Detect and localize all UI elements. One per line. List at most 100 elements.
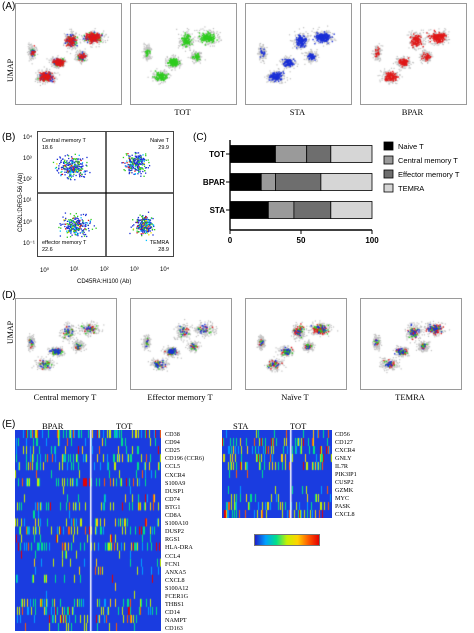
gene-label: CCL4	[165, 552, 181, 560]
flow-event	[141, 160, 143, 162]
flow-event	[139, 227, 142, 229]
umap-plot-d1	[15, 298, 117, 390]
flow-event	[73, 158, 75, 160]
flow-event	[146, 227, 148, 229]
flow-event	[64, 169, 66, 171]
flow-x-tick: 10¹	[70, 267, 79, 273]
flow-event	[81, 162, 84, 164]
gene-label: S100A9	[165, 479, 186, 487]
flow-event	[141, 221, 143, 223]
flow-event	[142, 154, 144, 156]
flow-event	[145, 167, 148, 169]
flow-event	[65, 166, 67, 168]
flow-event	[138, 219, 140, 221]
flow-event	[75, 159, 77, 161]
flow-event	[139, 225, 141, 227]
flow-event	[83, 229, 85, 231]
flow-event	[147, 211, 150, 213]
heatmap-colorbar	[254, 534, 320, 546]
flow-event	[85, 225, 87, 227]
flow-event	[63, 162, 65, 164]
flow-event	[147, 167, 149, 169]
flow-event	[71, 219, 73, 222]
flow-event	[76, 226, 79, 229]
heatmap-left	[15, 430, 161, 631]
flow-event	[68, 170, 70, 172]
flow-event	[58, 172, 60, 174]
flow-event	[72, 222, 74, 224]
flow-event	[54, 167, 57, 169]
flow-event	[141, 164, 144, 166]
y-tick-label: TOT	[209, 150, 225, 159]
flow-event	[62, 216, 64, 218]
flow-event	[141, 167, 143, 169]
flow-event	[70, 221, 72, 223]
flow-event	[56, 158, 59, 161]
flow-event	[80, 223, 82, 226]
flow-event	[128, 157, 130, 159]
flow-event	[76, 222, 79, 224]
flow-event	[145, 222, 147, 224]
flow-event	[81, 235, 83, 238]
flow-event	[140, 175, 142, 177]
flow-event	[84, 224, 86, 226]
flow-event	[139, 156, 142, 158]
gene-label: CCL5	[165, 463, 181, 471]
flow-event	[127, 163, 129, 166]
heatmap-left-group-1: BPAR	[42, 421, 64, 431]
flow-event	[143, 163, 145, 165]
flow-event	[129, 159, 131, 162]
flow-event	[65, 218, 67, 220]
umap-axis-label-d: UMAP	[6, 320, 15, 344]
flow-event	[68, 222, 71, 224]
flow-event	[139, 171, 141, 173]
flow-event	[78, 168, 80, 170]
flow-event	[138, 165, 140, 167]
flow-x-tick: 10³	[130, 267, 139, 273]
flow-event	[143, 165, 146, 167]
flow-event	[62, 166, 64, 169]
flow-event	[82, 220, 84, 222]
flow-event	[76, 160, 78, 163]
flow-event	[148, 234, 150, 236]
flow-event	[68, 228, 71, 230]
flow-event	[150, 217, 153, 219]
flow-event	[67, 155, 70, 157]
flow-event	[143, 221, 145, 224]
flow-event	[64, 171, 66, 173]
flow-event	[129, 167, 132, 169]
flow-event	[137, 171, 140, 174]
flow-event	[132, 163, 135, 165]
flow-event	[84, 170, 86, 173]
flow-event	[147, 227, 149, 230]
flow-event	[78, 163, 80, 165]
flow-event	[75, 167, 77, 169]
flow-event	[81, 163, 83, 165]
gene-label: CXCR4	[335, 447, 355, 454]
flow-event	[145, 227, 148, 229]
flow-event	[75, 165, 77, 168]
flow-event	[137, 222, 139, 224]
flow-event	[142, 231, 144, 233]
gene-label: FCN1	[165, 560, 181, 568]
flow-event	[136, 164, 138, 166]
flow-event	[84, 222, 86, 224]
flow-event	[138, 156, 140, 159]
flow-event	[72, 230, 75, 232]
flow-event	[76, 166, 79, 168]
flow-event	[64, 174, 66, 176]
flow-event	[139, 160, 141, 162]
flow-event	[67, 227, 69, 230]
flow-event	[66, 169, 68, 171]
flow-event	[144, 215, 147, 218]
flow-event	[142, 223, 144, 226]
flow-event	[70, 232, 72, 234]
flow-event	[74, 171, 76, 173]
gene-label: CXCL8	[165, 576, 185, 584]
flow-event	[134, 165, 137, 167]
flow-event	[70, 165, 72, 167]
flow-event	[72, 220, 75, 223]
flow-event	[83, 233, 85, 236]
flow-event	[143, 159, 146, 161]
flow-event	[70, 178, 72, 181]
